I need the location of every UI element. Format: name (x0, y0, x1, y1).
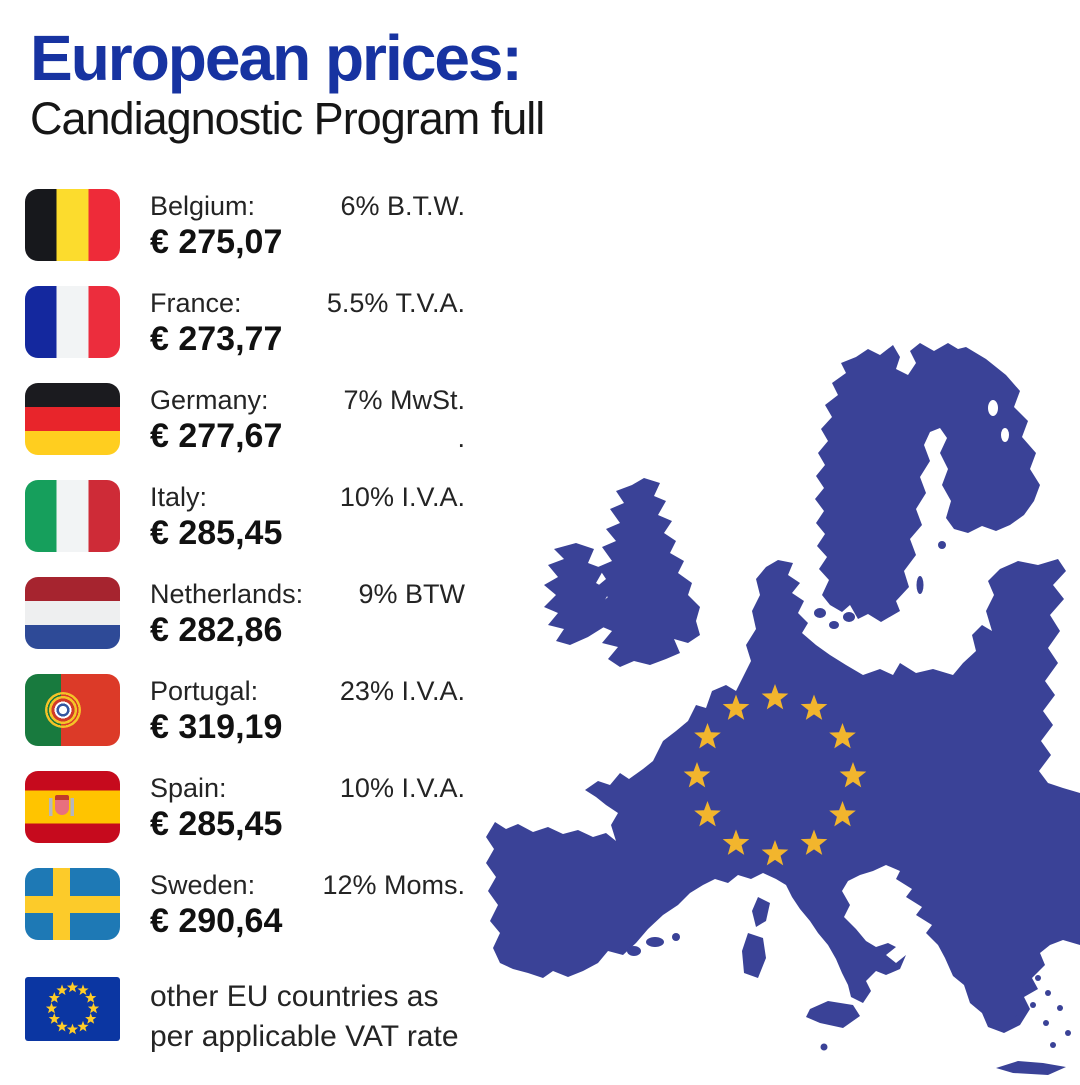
mainland-europe-shape (486, 559, 1080, 1033)
price-value: € 290,64 (150, 902, 283, 940)
price-row-texts: Sweden: 12% Moms. € 290,64 (150, 868, 465, 941)
price-row-texts: Spain: 10% I.V.A. € 285,45 (150, 771, 465, 844)
country-label: France: (150, 288, 242, 318)
country-label: Germany: (150, 385, 269, 415)
scandinavia-shape (815, 343, 1040, 622)
price-value: € 285,45 (150, 514, 283, 552)
vat-rate: 23% I.V.A. (339, 676, 465, 706)
vat-rate: 10% I.V.A. (339, 482, 465, 512)
price-row: Italy: 10% I.V.A. € 285,45 (25, 480, 470, 552)
vat-rate: 7% MwSt. (343, 385, 465, 415)
sardinia-shape (742, 933, 766, 978)
page-subtitle: Candiagnostic Program full (30, 93, 545, 144)
sicily-shape (806, 1001, 860, 1028)
price-value: € 282,86 (150, 611, 283, 649)
price-value: € 277,67 (150, 417, 283, 455)
price-row: Germany: 7% MwSt. € 277,67 . (25, 383, 470, 455)
vat-rate: 10% I.V.A. (339, 773, 465, 803)
price-list: Belgium: 6% B.T.W. € 275,07 France: 5.5%… (25, 189, 470, 940)
price-row: Netherlands: 9% BTW € 282,86 (25, 577, 470, 649)
page-title: European prices: (30, 22, 523, 94)
price-row-texts: Belgium: 6% B.T.W. € 275,07 (150, 189, 465, 262)
header: European prices: Candiagnostic Program f… (30, 26, 730, 144)
vat-extra: . (457, 423, 465, 453)
price-value: € 273,77 (150, 320, 283, 358)
finland-lakes (988, 400, 1009, 442)
country-label: Italy: (150, 482, 208, 512)
europe-map-svg (486, 343, 1080, 1075)
france-flag-icon (25, 286, 120, 358)
country-label: Spain: (150, 773, 227, 803)
netherlands-flag-icon (25, 577, 120, 649)
footer-note-line2: per applicable VAT rate (150, 1020, 459, 1053)
spain-flag-icon (25, 771, 120, 843)
belgium-flag-icon (25, 189, 120, 261)
footer-row: other EU countries as per applicable VAT… (25, 977, 459, 1057)
price-value: € 319,19 (150, 708, 283, 746)
vat-rate: 5.5% T.V.A. (326, 288, 465, 318)
corsica-shape (752, 897, 770, 927)
price-row: Portugal: 23% I.V.A. € 319,19 (25, 674, 470, 746)
price-row-texts: Italy: 10% I.V.A. € 285,45 (150, 480, 465, 553)
vat-rate: 9% BTW (358, 579, 465, 609)
small-islands (627, 541, 1071, 1051)
country-label: Portugal: (150, 676, 259, 706)
price-row-texts: Germany: 7% MwSt. € 277,67 . (150, 383, 465, 456)
vat-rate: 12% Moms. (322, 870, 465, 900)
italy-flag-icon (25, 480, 120, 552)
footer-note-line1: other EU countries as (150, 980, 439, 1013)
price-row: Sweden: 12% Moms. € 290,64 (25, 868, 470, 940)
price-row: France: 5.5% T.V.A. € 273,77 (25, 286, 470, 358)
footer-note: other EU countries as per applicable VAT… (150, 977, 459, 1057)
ireland-shape (544, 543, 614, 645)
country-label: Belgium: (150, 191, 256, 221)
price-row-texts: Netherlands: 9% BTW € 282,86 (150, 577, 465, 650)
sweden-flag-icon (25, 868, 120, 940)
country-label: Sweden: (150, 870, 256, 900)
crete-shape (996, 1061, 1066, 1075)
country-label: Netherlands: (150, 579, 304, 609)
europe-map (448, 333, 1080, 1080)
great-britain-shape (594, 478, 700, 667)
price-row-texts: Portugal: 23% I.V.A. € 319,19 (150, 674, 465, 747)
price-row: Spain: 10% I.V.A. € 285,45 (25, 771, 470, 843)
price-row: Belgium: 6% B.T.W. € 275,07 (25, 189, 470, 261)
price-value: € 285,45 (150, 805, 283, 843)
portugal-flag-icon (25, 674, 120, 746)
price-row-texts: France: 5.5% T.V.A. € 273,77 (150, 286, 465, 359)
price-value: € 275,07 (150, 223, 283, 261)
germany-flag-icon (25, 383, 120, 455)
vat-rate: 6% B.T.W. (340, 191, 465, 221)
eu-flag-icon (25, 977, 120, 1041)
